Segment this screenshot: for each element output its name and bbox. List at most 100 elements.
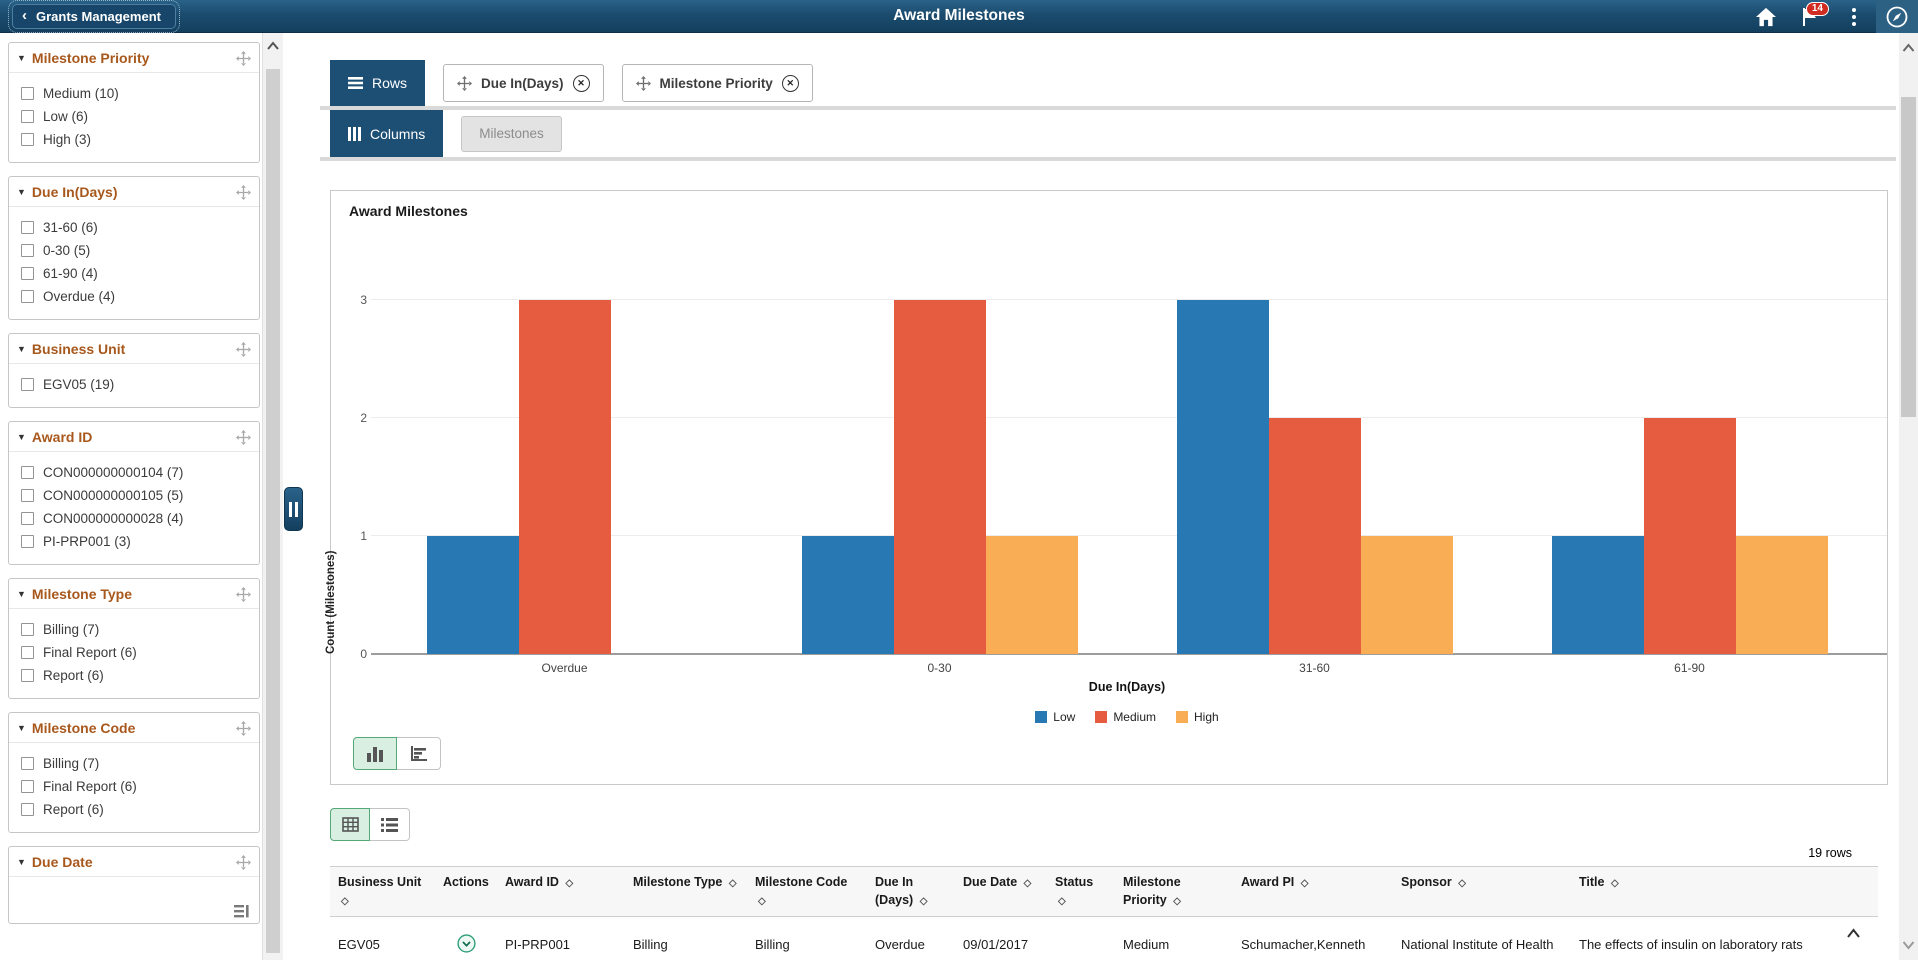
facet-checkbox[interactable] [21,378,34,391]
column-header-milestone-type[interactable]: Milestone Type ◇ [625,866,747,917]
column-header-title[interactable]: Title ◇ [1571,866,1878,917]
panel-collapse-handle[interactable] [284,487,303,531]
bar-low[interactable] [1176,300,1269,654]
bar-low[interactable] [426,536,519,654]
sort-icon[interactable]: ◇ [758,896,766,908]
bar-medium[interactable] [893,300,986,654]
column-header-due-in-days-[interactable]: Due In (Days) ◇ [867,866,955,917]
facet-header[interactable]: ▼ Due Date [9,847,259,877]
grid-view-button[interactable] [330,808,370,841]
facet-checkbox[interactable] [21,489,34,502]
facet-move-handle[interactable] [236,184,251,200]
move-icon[interactable] [236,341,251,357]
list-view-button[interactable] [370,808,410,841]
notifications-button[interactable]: 14 [1788,0,1832,33]
scroll-up-icon[interactable] [1902,43,1915,52]
collapse-triangle-icon[interactable]: ▼ [17,432,26,442]
facet-move-handle[interactable] [236,429,251,445]
sort-icon[interactable]: ◇ [1458,878,1466,889]
column-header-award-id[interactable]: Award ID ◇ [497,866,625,917]
move-icon[interactable] [236,720,251,736]
collapse-triangle-icon[interactable]: ▼ [17,344,26,354]
facet-checkbox[interactable] [21,512,34,525]
move-icon[interactable] [236,586,251,602]
move-icon[interactable] [457,75,473,91]
vertical-bar-chart-button[interactable] [353,737,397,770]
bar-high[interactable] [1735,536,1828,654]
facet-move-handle[interactable] [236,50,251,66]
bar-low[interactable] [801,536,894,654]
move-icon[interactable] [236,429,251,445]
sort-icon[interactable]: ◇ [1058,896,1066,908]
bar-high[interactable] [985,536,1078,654]
facet-checkbox[interactable] [21,803,34,816]
collapse-triangle-icon[interactable]: ▼ [17,589,26,599]
chevron-down-circle-icon[interactable] [456,934,476,953]
actions-menu-button[interactable] [1832,0,1876,33]
navbar-button[interactable] [1876,0,1918,33]
pivot-row-chip[interactable]: Due In(Days) ✕ [443,64,604,102]
bar-high[interactable] [1360,536,1453,654]
horizontal-bar-chart-button[interactable] [397,737,441,770]
filter-slider-icon[interactable] [234,905,249,923]
facet-checkbox[interactable] [21,110,34,123]
column-header-sponsor[interactable]: Sponsor ◇ [1393,866,1571,917]
bar-low[interactable] [1551,536,1644,654]
chip-remove-button[interactable]: ✕ [781,74,799,92]
bar-medium[interactable] [1643,418,1736,654]
sort-icon[interactable]: ◇ [919,896,928,908]
facet-header[interactable]: ▼ Milestone Code [9,713,259,743]
collapse-triangle-icon[interactable]: ▼ [17,187,26,197]
facet-move-handle[interactable] [236,854,251,870]
pivot-row-chip[interactable]: Milestone Priority ✕ [621,64,813,102]
move-icon[interactable] [236,50,251,66]
move-icon[interactable] [236,184,251,200]
sort-icon[interactable]: ◇ [1173,896,1181,908]
collapse-triangle-icon[interactable]: ▼ [17,53,26,63]
sort-icon[interactable]: ◇ [1023,878,1032,889]
column-header-award-pi[interactable]: Award PI ◇ [1233,866,1393,917]
collapse-triangle-icon[interactable]: ▼ [17,857,26,867]
scroll-down-icon[interactable] [1902,941,1915,950]
facet-checkbox[interactable] [21,669,34,682]
facet-checkbox[interactable] [21,466,34,479]
facet-move-handle[interactable] [236,341,251,357]
bar-medium[interactable] [1268,418,1361,654]
facet-move-handle[interactable] [236,586,251,602]
facet-checkbox[interactable] [21,290,34,303]
facet-checkbox[interactable] [21,780,34,793]
facet-checkbox[interactable] [21,244,34,257]
sort-icon[interactable]: ◇ [728,878,737,889]
facet-checkbox[interactable] [21,646,34,659]
page-scrollbar[interactable] [1899,33,1918,960]
grid-scroll-up-icon[interactable] [1847,928,1860,938]
back-button[interactable]: ‹ Grants Management [8,0,180,33]
collapse-triangle-icon[interactable]: ▼ [17,723,26,733]
facet-header[interactable]: ▼ Milestone Priority [9,43,259,73]
facet-checkbox[interactable] [21,623,34,636]
sidebar-scrollbar-thumb[interactable] [266,69,280,953]
facet-header[interactable]: ▼ Milestone Type [9,579,259,609]
facet-move-handle[interactable] [236,720,251,736]
move-icon[interactable] [635,75,651,91]
sort-icon[interactable]: ◇ [565,878,574,889]
column-header-status[interactable]: Status ◇ [1047,866,1115,917]
page-scrollbar-thumb[interactable] [1901,97,1916,417]
scroll-up-icon[interactable] [267,41,279,50]
facet-header[interactable]: ▼ Award ID [9,422,259,452]
sort-icon[interactable]: ◇ [341,896,349,908]
facet-header[interactable]: ▼ Business Unit [9,334,259,364]
facet-checkbox[interactable] [21,133,34,146]
facet-checkbox[interactable] [21,535,34,548]
bar-medium[interactable] [518,300,611,654]
facet-checkbox[interactable] [21,221,34,234]
sort-icon[interactable]: ◇ [1300,878,1309,889]
move-icon[interactable] [236,854,251,870]
column-header-milestone-code[interactable]: Milestone Code ◇ [747,866,867,917]
facet-checkbox[interactable] [21,267,34,280]
column-header-business-unit[interactable]: Business Unit ◇ [330,866,435,917]
facet-checkbox[interactable] [21,87,34,100]
column-header-due-date[interactable]: Due Date ◇ [955,866,1047,917]
home-button[interactable] [1744,0,1788,33]
sort-icon[interactable]: ◇ [1610,878,1619,889]
